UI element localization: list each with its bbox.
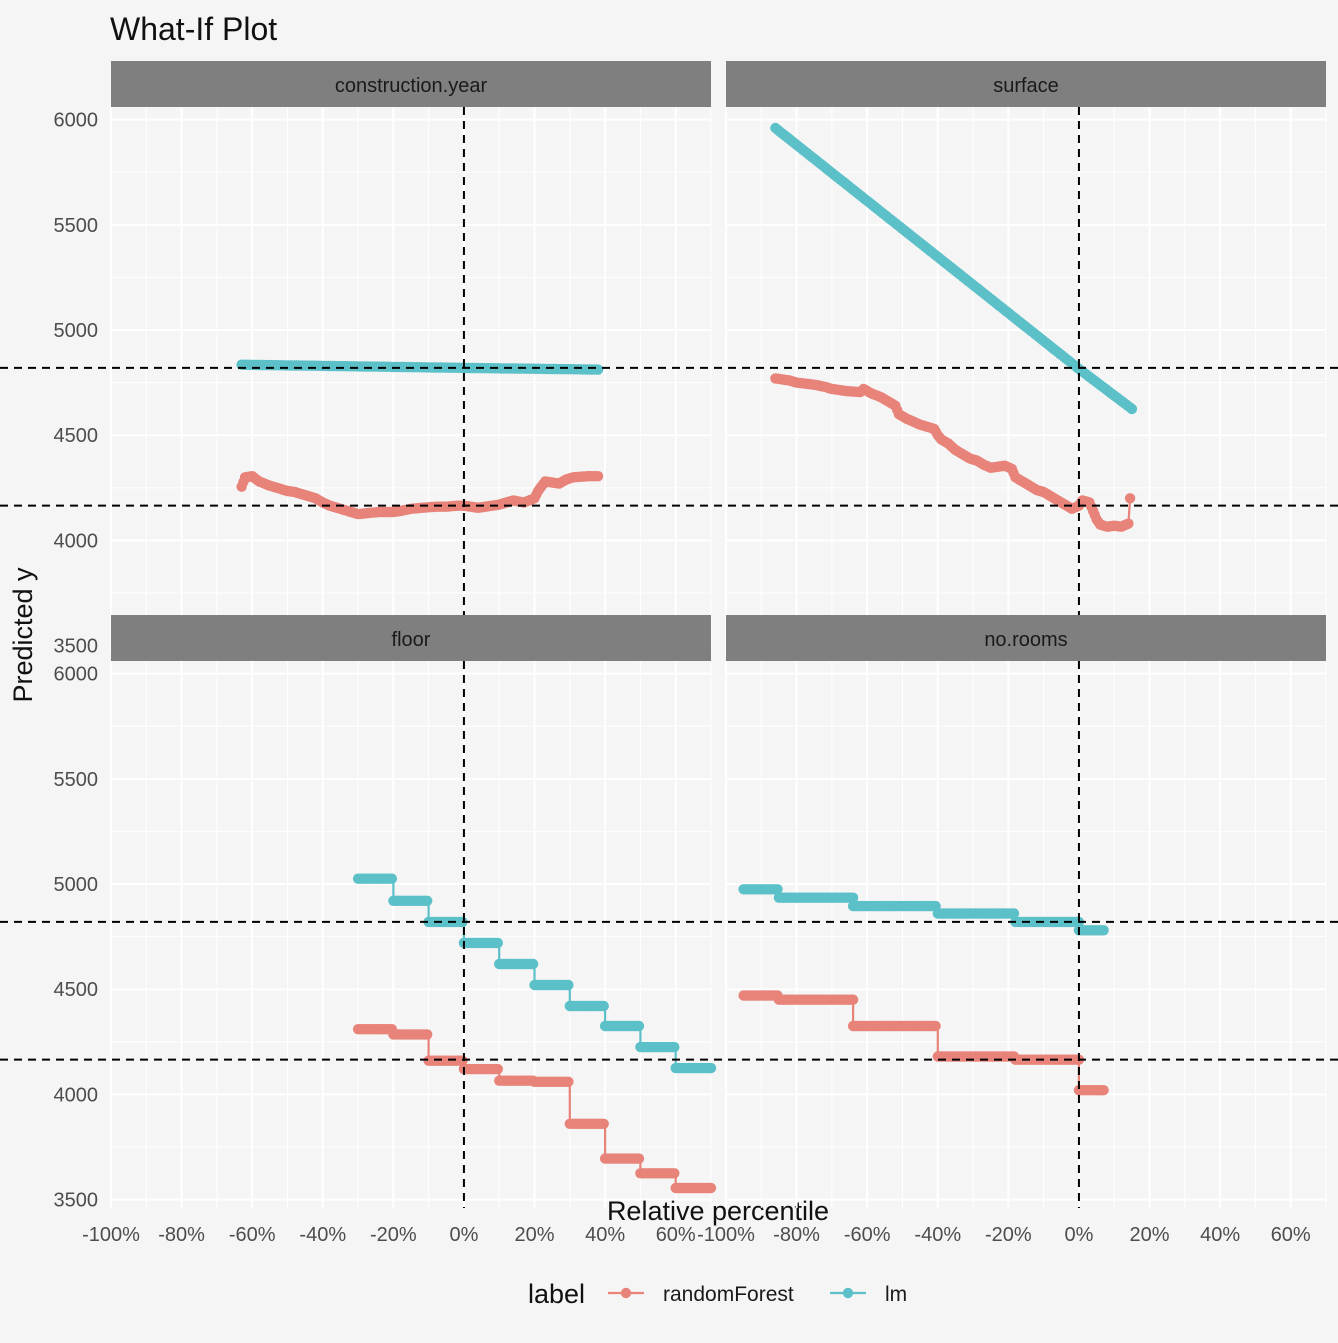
data-point xyxy=(772,884,783,895)
y-axis-label: Predicted y xyxy=(8,567,38,703)
legend-key-point xyxy=(620,1287,632,1299)
facet-panel-no-rooms: no.rooms xyxy=(725,615,1327,1208)
series-line-randomForest xyxy=(743,994,1104,1092)
data-point xyxy=(705,1182,717,1194)
facet-strip-label: construction.year xyxy=(335,75,488,97)
data-point xyxy=(492,937,503,949)
data-point xyxy=(1123,518,1134,529)
data-point xyxy=(1124,493,1136,504)
data-point xyxy=(1126,403,1138,415)
data-point xyxy=(669,1168,680,1179)
x-tick-label: -20% xyxy=(985,1224,1032,1246)
facet-panel-floor: floor xyxy=(110,615,717,1208)
x-tick-label: 0% xyxy=(1064,1224,1093,1246)
legend-item-label: randomForest xyxy=(663,1283,794,1306)
x-tick-label: -20% xyxy=(370,1224,417,1246)
data-point xyxy=(633,1153,645,1164)
data-point xyxy=(563,979,574,991)
x-tick-label: -40% xyxy=(914,1224,961,1246)
x-tick-label: -60% xyxy=(844,1224,891,1246)
data-point xyxy=(598,1000,609,1012)
panels-layer: construction.year surface floor no.rooms 350… xyxy=(0,61,1338,1246)
data-point xyxy=(669,1041,680,1053)
data-point xyxy=(527,958,539,970)
legend-title: label xyxy=(528,1279,585,1309)
data-point xyxy=(847,994,859,1005)
facet-strip xyxy=(111,61,711,107)
facet-strip xyxy=(111,615,711,661)
y-tick-label: 6000 xyxy=(54,110,99,132)
y-tick-label: 4500 xyxy=(54,425,99,447)
y-tick-label: 4000 xyxy=(54,530,99,552)
series-randomForest xyxy=(770,373,1136,532)
series-lm xyxy=(770,122,1138,415)
series-randomForest xyxy=(236,471,604,520)
x-tick-label: -40% xyxy=(299,1224,346,1246)
y-tick-label: 6000 xyxy=(54,664,99,686)
data-point xyxy=(422,895,433,906)
x-tick-label: 40% xyxy=(1200,1224,1240,1246)
facet-strip xyxy=(726,615,1326,661)
x-tick-label: -100% xyxy=(697,1224,755,1246)
y-tick-label: 4000 xyxy=(54,1084,99,1106)
x-tick-label: -60% xyxy=(229,1224,276,1246)
x-tick-label: 40% xyxy=(585,1224,625,1246)
legend: label randomForest lm xyxy=(528,1279,907,1309)
x-tick-label: 60% xyxy=(1271,1224,1311,1246)
facet-strip-label: no.rooms xyxy=(984,629,1067,651)
series-randomForest xyxy=(738,990,1109,1096)
data-point xyxy=(705,1062,717,1074)
y-tick-label: 3500 xyxy=(54,636,99,658)
data-point xyxy=(592,471,604,482)
y-tick-label: 4500 xyxy=(54,979,99,1001)
data-point xyxy=(1098,925,1109,936)
series-lm xyxy=(352,873,717,1074)
legend-item-label: lm xyxy=(885,1283,907,1306)
data-point xyxy=(1098,1085,1109,1096)
x-tick-label: 0% xyxy=(449,1224,478,1246)
series-randomForest xyxy=(352,1023,717,1194)
x-tick-label: -100% xyxy=(82,1224,140,1246)
x-tick-label: 20% xyxy=(1130,1224,1170,1246)
data-point xyxy=(930,1020,941,1032)
data-point xyxy=(457,1055,468,1066)
y-tick-label: 5500 xyxy=(54,769,99,791)
facet-strip xyxy=(726,61,1326,107)
data-point xyxy=(633,1020,645,1032)
data-point xyxy=(598,1118,609,1130)
data-point xyxy=(563,1076,574,1088)
x-tick-label: -80% xyxy=(773,1224,820,1246)
facet-strip-label: floor xyxy=(392,629,431,651)
data-point xyxy=(847,892,859,903)
data-point xyxy=(1008,908,1020,919)
y-tick-label: 5000 xyxy=(54,874,99,896)
data-point xyxy=(422,1029,433,1040)
x-tick-label: -80% xyxy=(158,1224,205,1246)
legend-item-randomForest: randomForest xyxy=(608,1283,794,1306)
chart-title: What-If Plot xyxy=(110,11,277,47)
x-tick-label: 60% xyxy=(656,1224,696,1246)
y-tick-label: 3500 xyxy=(54,1190,99,1212)
y-tick-label: 5500 xyxy=(54,215,99,237)
x-tick-label: 20% xyxy=(515,1224,555,1246)
facet-strip-label: surface xyxy=(993,75,1059,97)
facet-panel-surface: surface xyxy=(725,61,1327,654)
data-point xyxy=(386,873,398,884)
x-axis-label: Relative percentile xyxy=(607,1196,829,1226)
series-lm xyxy=(738,884,1109,936)
y-tick-label: 5000 xyxy=(54,320,99,342)
data-point xyxy=(492,1063,503,1075)
legend-item-lm: lm xyxy=(830,1283,907,1306)
data-point xyxy=(592,364,604,375)
legend-key-point xyxy=(842,1287,854,1299)
facet-panel-construction-year: construction.year xyxy=(110,61,712,654)
